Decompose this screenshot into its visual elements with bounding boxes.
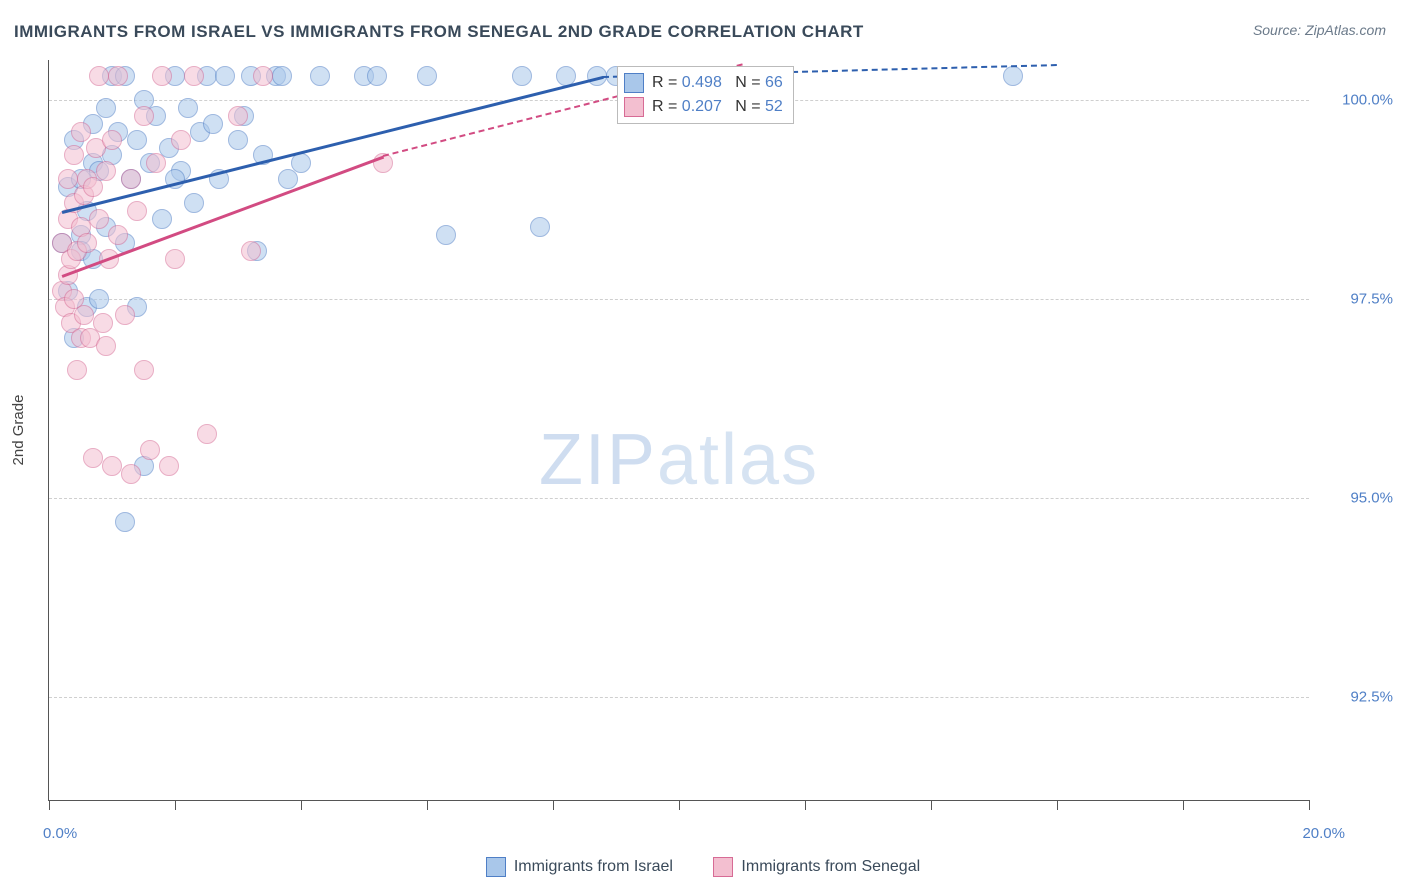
scatter-point (96, 98, 116, 118)
legend-item-israel: Immigrants from Israel (486, 857, 673, 877)
legend-label-senegal: Immigrants from Senegal (741, 858, 920, 876)
scatter-point (228, 130, 248, 150)
scatter-point (184, 66, 204, 86)
scatter-point (89, 209, 109, 229)
y-tick-label: 92.5% (1350, 688, 1393, 705)
scatter-point (272, 66, 292, 86)
legend-swatch-israel (486, 857, 506, 877)
stats-row: R = 0.498 N = 66 (624, 71, 783, 95)
scatter-point (165, 249, 185, 269)
x-label-right: 20.0% (1302, 825, 1345, 842)
scatter-point (241, 241, 261, 261)
scatter-point (134, 106, 154, 126)
scatter-point (67, 360, 87, 380)
stats-text: R = 0.498 N = 66 (652, 74, 783, 92)
scatter-point (152, 209, 172, 229)
x-tick (805, 800, 806, 810)
source-attribution: Source: ZipAtlas.com (1253, 22, 1386, 38)
y-axis-title: 2nd Grade (10, 395, 27, 466)
plot-area: ZIPatlas 92.5%95.0%97.5%100.0%0.0%20.0%R… (48, 60, 1309, 801)
scatter-point (102, 456, 122, 476)
x-tick (1183, 800, 1184, 810)
watermark-thin: atlas (657, 420, 819, 500)
scatter-point (108, 225, 128, 245)
x-tick (49, 800, 50, 810)
scatter-point (203, 114, 223, 134)
gridline (49, 498, 1309, 499)
scatter-point (197, 424, 217, 444)
scatter-point (215, 66, 235, 86)
x-tick (679, 800, 680, 810)
scatter-point (77, 233, 97, 253)
stats-swatch (624, 97, 644, 117)
gridline (49, 697, 1309, 698)
x-tick (1057, 800, 1058, 810)
scatter-point (127, 130, 147, 150)
scatter-point (436, 225, 456, 245)
x-label-left: 0.0% (43, 825, 77, 842)
scatter-point (93, 313, 113, 333)
scatter-point (228, 106, 248, 126)
chart-title: IMMIGRANTS FROM ISRAEL VS IMMIGRANTS FRO… (14, 22, 864, 42)
scatter-point (253, 66, 273, 86)
scatter-point (115, 512, 135, 532)
scatter-point (108, 66, 128, 86)
y-tick-label: 100.0% (1342, 91, 1393, 108)
scatter-point (83, 448, 103, 468)
scatter-point (291, 153, 311, 173)
scatter-point (64, 145, 84, 165)
scatter-point (102, 130, 122, 150)
scatter-point (184, 193, 204, 213)
stats-text: R = 0.207 N = 52 (652, 98, 783, 116)
scatter-point (310, 66, 330, 86)
x-tick (427, 800, 428, 810)
scatter-point (71, 122, 91, 142)
scatter-point (1003, 66, 1023, 86)
scatter-point (96, 161, 116, 181)
scatter-point (127, 201, 147, 221)
scatter-point (278, 169, 298, 189)
scatter-point (89, 66, 109, 86)
stats-box: R = 0.498 N = 66 R = 0.207 N = 52 (617, 66, 794, 124)
x-tick (1309, 800, 1310, 810)
legend-item-senegal: Immigrants from Senegal (713, 857, 920, 877)
scatter-point (146, 153, 166, 173)
scatter-point (171, 130, 191, 150)
x-tick (301, 800, 302, 810)
bottom-legend: Immigrants from Israel Immigrants from S… (0, 857, 1406, 882)
scatter-point (96, 336, 116, 356)
x-tick (175, 800, 176, 810)
y-tick-label: 95.0% (1350, 489, 1393, 506)
scatter-point (134, 360, 154, 380)
x-tick (931, 800, 932, 810)
legend-label-israel: Immigrants from Israel (514, 858, 673, 876)
scatter-point (152, 66, 172, 86)
scatter-point (121, 169, 141, 189)
x-tick (553, 800, 554, 810)
y-tick-label: 97.5% (1350, 290, 1393, 307)
scatter-point (512, 66, 532, 86)
scatter-point (74, 305, 94, 325)
scatter-point (530, 217, 550, 237)
stats-row: R = 0.207 N = 52 (624, 95, 783, 119)
scatter-point (58, 169, 78, 189)
legend-swatch-senegal (713, 857, 733, 877)
scatter-point (89, 289, 109, 309)
scatter-point (417, 66, 437, 86)
scatter-point (178, 98, 198, 118)
gridline (49, 299, 1309, 300)
scatter-point (140, 440, 160, 460)
scatter-point (115, 305, 135, 325)
watermark: ZIPatlas (539, 419, 819, 501)
scatter-point (159, 456, 179, 476)
scatter-point (367, 66, 387, 86)
scatter-point (83, 177, 103, 197)
stats-swatch (624, 73, 644, 93)
watermark-bold: ZIP (539, 420, 657, 500)
scatter-point (121, 464, 141, 484)
